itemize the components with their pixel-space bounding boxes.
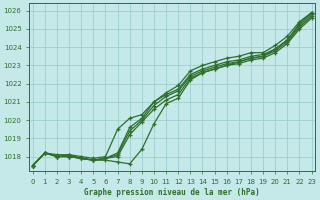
X-axis label: Graphe pression niveau de la mer (hPa): Graphe pression niveau de la mer (hPa) [84,188,260,197]
